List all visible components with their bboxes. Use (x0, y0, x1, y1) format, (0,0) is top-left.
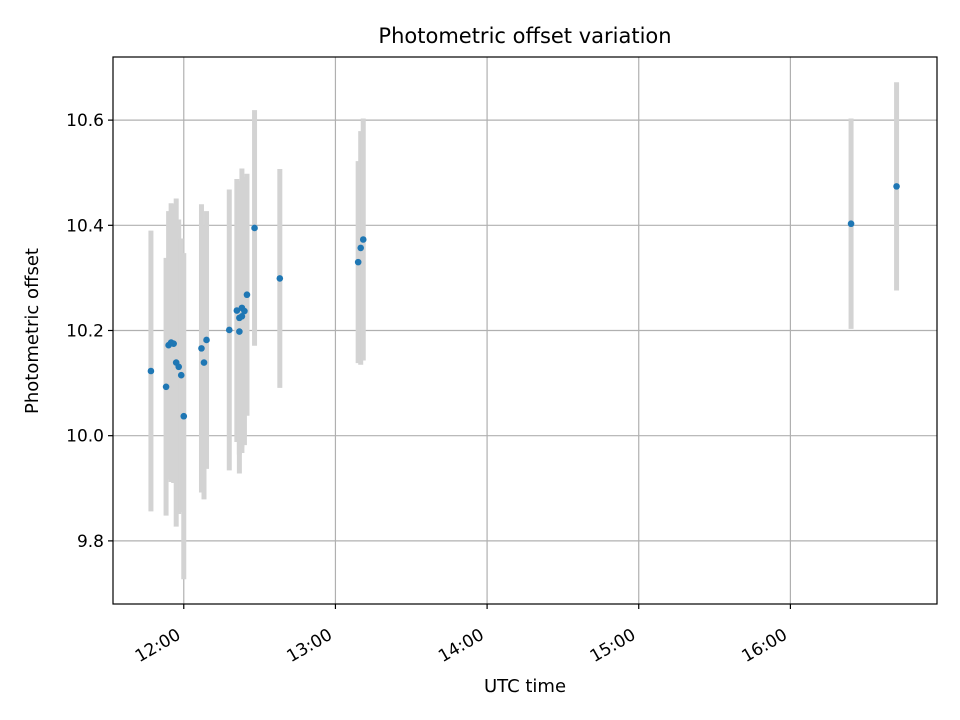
point-layer (147, 183, 900, 420)
data-point (276, 275, 284, 282)
data-point (236, 328, 243, 335)
chart-title: Photometric offset variation (378, 24, 671, 48)
data-point (162, 383, 170, 391)
y-tick-label: 10.2 (66, 322, 104, 342)
data-point (893, 183, 900, 190)
x-axis-label: UTC time (484, 676, 566, 697)
data-point (177, 371, 185, 379)
data-point (175, 363, 183, 371)
data-point (357, 244, 365, 252)
y-tick-label: 10.6 (66, 111, 104, 131)
y-axis-label: Photometric offset (22, 248, 43, 414)
data-point (203, 336, 210, 344)
data-point (847, 220, 855, 228)
data-point (233, 307, 241, 314)
y-tick-label: 10.0 (66, 427, 104, 447)
y-tick-label: 9.8 (77, 532, 104, 552)
data-point (170, 340, 177, 347)
data-point (251, 224, 258, 232)
data-point (180, 412, 188, 420)
data-point (359, 236, 367, 243)
grid-layer (113, 57, 937, 604)
data-point (198, 345, 205, 352)
data-point (238, 312, 246, 320)
data-point (200, 359, 208, 366)
y-tick-label: 10.4 (66, 216, 104, 236)
data-point (225, 326, 233, 334)
data-point (241, 307, 248, 315)
data-point (147, 367, 155, 375)
data-point (243, 291, 251, 299)
data-point (354, 258, 362, 266)
